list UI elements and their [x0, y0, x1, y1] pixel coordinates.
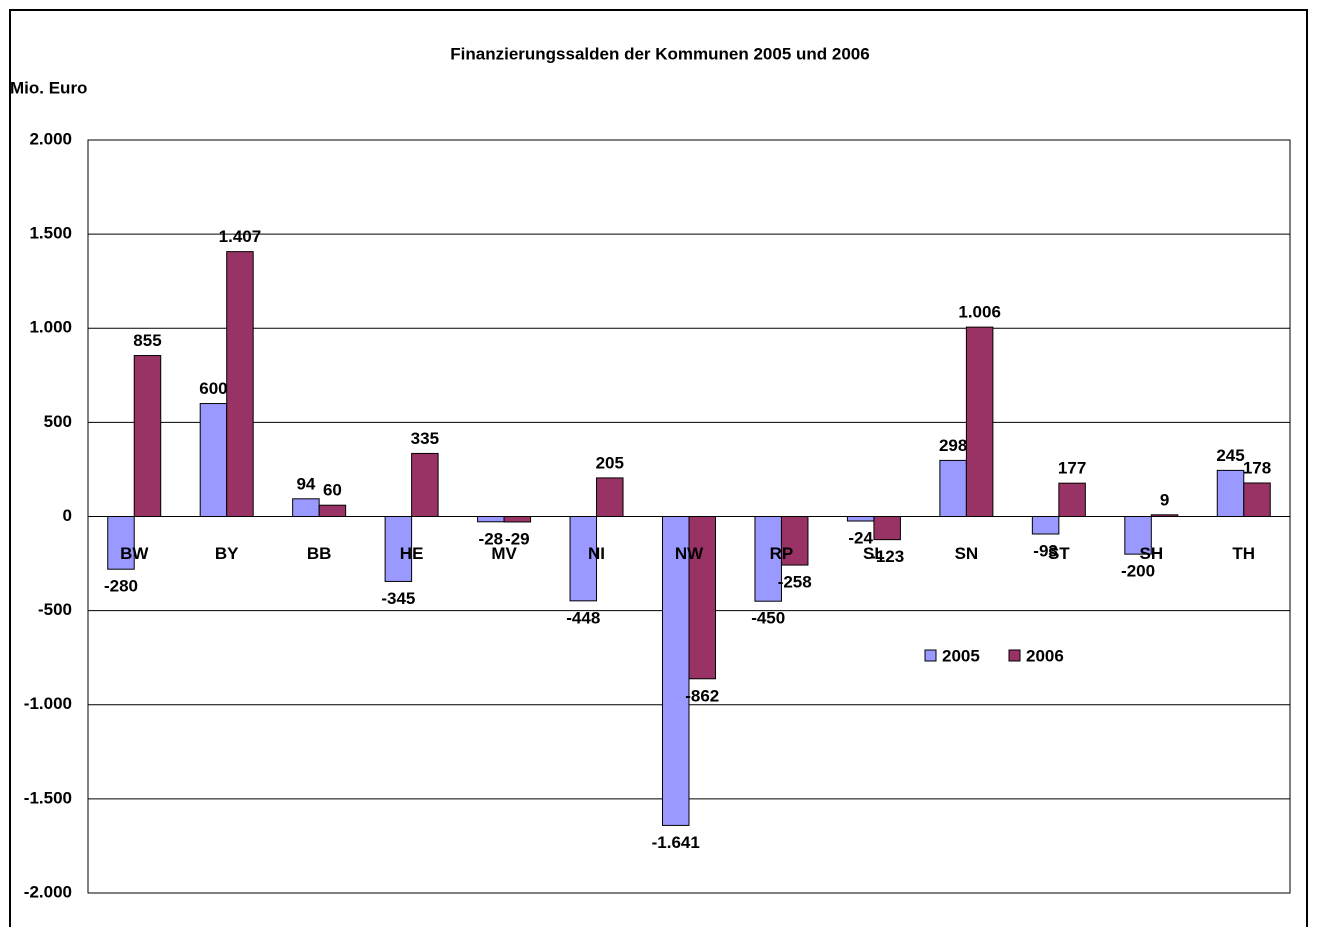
y-tick-label: -500 [38, 600, 72, 619]
bar [226, 251, 254, 517]
value-label: 178 [1243, 458, 1271, 477]
x-tick-label: BY [215, 544, 239, 563]
bar [846, 516, 875, 522]
legend-label: 2005 [942, 646, 980, 665]
bar [411, 452, 439, 517]
value-label: -448 [566, 608, 600, 627]
value-label: -258 [778, 573, 812, 592]
value-label: -280 [104, 577, 138, 596]
bar [754, 516, 782, 602]
x-tick-label: RP [770, 544, 794, 563]
bar [965, 326, 994, 518]
bar [780, 516, 809, 566]
y-tick-label: 0 [63, 506, 72, 525]
bar [1243, 482, 1271, 517]
y-tick-label: 1.500 [29, 224, 72, 243]
y-tick-label: -1.000 [24, 694, 72, 713]
bar [569, 516, 598, 602]
x-tick-label: TH [1232, 544, 1255, 563]
bar [199, 403, 228, 517]
value-label: -345 [381, 589, 415, 608]
value-label: 855 [133, 331, 161, 350]
bar [292, 498, 320, 518]
value-label: 1.006 [958, 303, 1001, 322]
bar [596, 477, 624, 518]
x-tick-label: SL [863, 544, 885, 563]
x-tick-label: SH [1139, 544, 1163, 563]
value-label: 9 [1160, 490, 1169, 509]
bar [1031, 516, 1060, 535]
value-label: 245 [1216, 446, 1244, 465]
value-label: -29 [505, 529, 530, 548]
value-label: 298 [939, 436, 967, 455]
bar [133, 355, 162, 518]
value-label: 335 [411, 429, 439, 448]
y-tick-label: -1.500 [24, 788, 72, 807]
value-label: -28 [479, 529, 504, 548]
value-label: -200 [1121, 562, 1155, 581]
bar [503, 516, 532, 523]
y-tick-label: 1.000 [29, 318, 72, 337]
value-label: 600 [199, 379, 227, 398]
bar [1058, 482, 1086, 517]
x-tick-label: NI [588, 544, 605, 563]
x-tick-label: SN [955, 544, 979, 563]
value-label: 205 [596, 453, 624, 472]
value-label: -123 [870, 547, 904, 566]
value-label: -24 [848, 529, 873, 548]
x-tick-label: BW [120, 544, 149, 563]
bar [318, 504, 347, 517]
bar [384, 516, 413, 582]
y-axis-label: Mio. Euro [10, 78, 87, 97]
x-tick-label: MV [491, 544, 517, 563]
legend-swatch [924, 649, 937, 662]
bar [1216, 469, 1245, 518]
x-tick-label: NW [675, 544, 704, 563]
bar [107, 516, 135, 570]
value-label: -450 [751, 609, 785, 628]
y-tick-label: 500 [44, 412, 72, 431]
bar [662, 516, 690, 826]
value-label: -862 [685, 686, 719, 705]
bar [1124, 516, 1152, 555]
bar [688, 516, 716, 680]
bar [477, 516, 505, 523]
bar [873, 516, 901, 541]
value-label: 94 [296, 474, 315, 493]
x-tick-label: ST [1048, 544, 1070, 563]
y-tick-label: 2.000 [29, 129, 72, 148]
chart-title: Finanzierungssalden der Kommunen 2005 un… [450, 44, 869, 63]
legend-swatch [1008, 649, 1021, 662]
value-label: 1.407 [219, 227, 262, 246]
value-label: -1.641 [652, 833, 700, 852]
legend-label: 2006 [1026, 646, 1064, 665]
value-label: 177 [1058, 459, 1086, 478]
y-tick-label: -2.000 [24, 882, 72, 901]
value-label: -93 [1033, 541, 1058, 560]
x-tick-label: HE [400, 544, 424, 563]
value-label: 60 [323, 481, 342, 500]
bar [939, 459, 967, 517]
x-tick-label: BB [307, 544, 332, 563]
